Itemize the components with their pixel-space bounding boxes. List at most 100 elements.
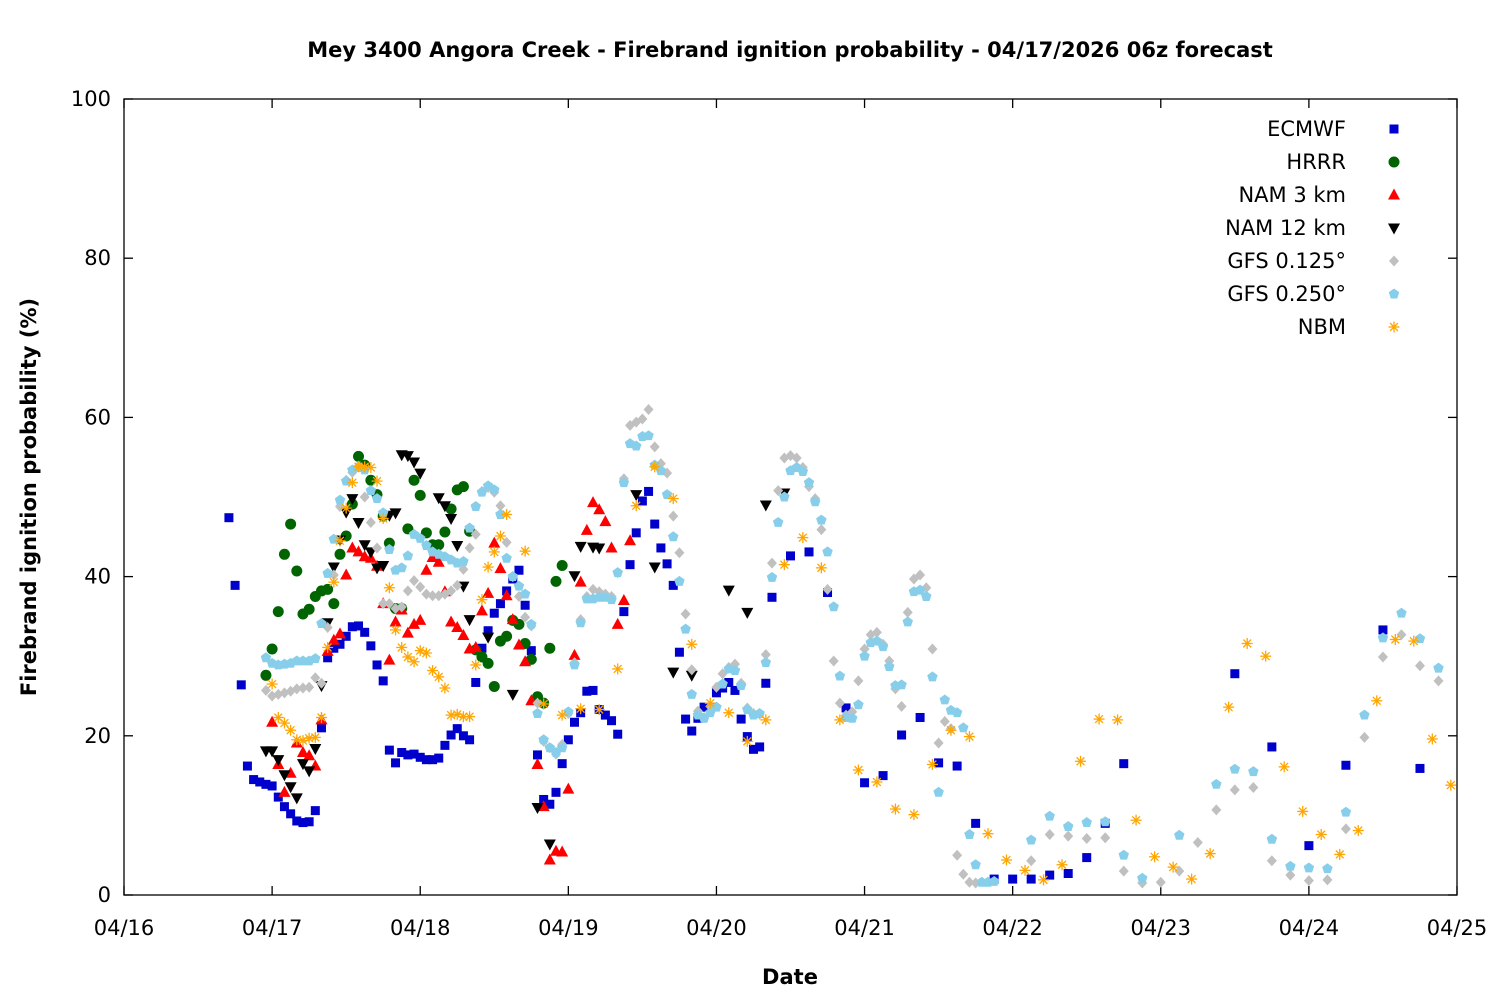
point-ecmwf: [786, 551, 795, 561]
point-gfs-0-250: [575, 617, 586, 628]
point-nbm: [741, 735, 753, 747]
point-ecmwf: [341, 631, 351, 641]
legend: ECMWF HRRR NAM 3 km NAM 12 km GFS 0.125° GFS …: [1225, 117, 1400, 339]
point-gfs-0-250: [896, 679, 907, 690]
point-ecmwf: [236, 680, 246, 690]
point-nbm: [353, 461, 365, 473]
point-nam-12-km: [408, 457, 421, 469]
point-nbm: [852, 764, 864, 776]
point-ecmwf: [841, 703, 851, 713]
point-gfs-0-250: [933, 786, 944, 797]
point-gfs-0-250: [939, 694, 951, 705]
point-nam-3-km: [469, 640, 482, 652]
point-nbm: [1000, 854, 1012, 866]
point-ecmwf: [446, 730, 456, 740]
point-gfs-0-250: [421, 540, 432, 551]
point-nbm: [519, 545, 531, 557]
point-gfs-0-250: [507, 571, 519, 582]
point-nbm: [464, 711, 476, 723]
point-nam-3-km: [303, 749, 316, 761]
legend-marker-nam-12-km: [1388, 223, 1400, 235]
point-gfs-0-250: [834, 670, 846, 681]
point-nbm: [494, 530, 506, 542]
point-nam-12-km: [630, 490, 643, 502]
point-ecmwf: [230, 580, 240, 590]
point-gfs-0-125: [933, 737, 944, 749]
point-gfs-0-125: [384, 598, 395, 610]
point-gfs-0-250: [988, 875, 1000, 886]
x-tick-label: 04/25: [1427, 916, 1488, 940]
point-nam-12-km: [272, 755, 285, 767]
point-gfs-0-250: [809, 496, 821, 507]
point-gfs-0-250: [470, 501, 481, 511]
point-nbm: [1241, 637, 1253, 649]
point-gfs-0-125: [643, 403, 654, 415]
point-nam-12-km: [568, 571, 581, 583]
point-nam-12-km: [438, 501, 451, 513]
legend-label-ecmwf: ECMWF: [1267, 117, 1346, 141]
point-nbm: [704, 697, 716, 709]
point-nam-12-km: [432, 493, 445, 505]
point-ecmwf: [600, 710, 610, 720]
series-gfs-0-125: [260, 403, 1444, 889]
point-gfs-0-125: [964, 876, 975, 888]
point-gfs-0-250: [1100, 816, 1111, 827]
point-gfs-0-250: [902, 616, 913, 627]
point-nam-3-km: [500, 589, 513, 601]
point-gfs-0-125: [952, 849, 963, 861]
point-nam-3-km: [278, 785, 291, 797]
point-nam-12-km: [506, 689, 519, 701]
point-nbm: [365, 462, 377, 474]
point-ecmwf: [434, 753, 444, 763]
point-ecmwf: [316, 723, 326, 733]
point-nbm: [309, 731, 321, 743]
point-ecmwf: [687, 726, 697, 736]
point-nam-3-km: [611, 617, 624, 629]
point-nam-12-km: [648, 562, 661, 574]
point-ecmwf: [514, 565, 524, 575]
point-hrrr: [544, 642, 556, 654]
point-nam-12-km: [722, 585, 735, 597]
point-ecmwf: [465, 735, 475, 745]
point-nam-3-km: [408, 617, 421, 629]
point-nam-3-km: [296, 746, 309, 758]
point-gfs-0-250: [396, 562, 407, 573]
point-gfs-0-250: [668, 531, 679, 542]
point-ecmwf: [489, 608, 499, 618]
point-gfs-0-250: [822, 546, 833, 557]
y-tick-label: 0: [98, 883, 111, 907]
legend-marker-gfs-0-125: [1389, 255, 1399, 267]
point-ecmwf: [378, 676, 388, 686]
point-gfs-0-250: [1433, 662, 1444, 673]
point-gfs-0-250: [828, 601, 839, 612]
point-hrrr: [550, 575, 562, 587]
point-nam-12-km: [401, 451, 414, 463]
point-ecmwf: [1341, 760, 1351, 770]
point-gfs-0-125: [686, 664, 697, 676]
point-nam-3-km: [352, 545, 365, 557]
point-gfs-0-250: [779, 491, 790, 502]
y-axis-label: Firebrand ignition probability (%): [17, 298, 41, 696]
point-gfs-0-125: [915, 569, 926, 581]
point-gfs-0-250: [322, 567, 333, 578]
point-nbm: [408, 656, 420, 668]
point-nam-12-km: [414, 468, 427, 480]
point-nbm: [1038, 874, 1050, 886]
point-gfs-0-250: [797, 466, 809, 476]
point-gfs-0-125: [464, 542, 475, 554]
point-nbm: [945, 724, 957, 736]
point-gfs-0-250: [1137, 872, 1148, 883]
point-gfs-0-250: [316, 618, 327, 629]
point-ecmwf: [421, 755, 431, 765]
point-ecmwf: [1415, 763, 1425, 773]
point-nbm: [433, 671, 445, 683]
point-gfs-0-250: [538, 734, 549, 745]
point-gfs-0-250: [884, 661, 895, 671]
point-gfs-0-250: [458, 555, 469, 566]
point-gfs-0-125: [1118, 865, 1129, 877]
point-gfs-0-125: [1081, 832, 1092, 844]
point-ecmwf: [1063, 869, 1073, 879]
point-ecmwf: [391, 758, 401, 768]
point-hrrr: [272, 606, 284, 618]
point-gfs-0-125: [1359, 731, 1370, 743]
